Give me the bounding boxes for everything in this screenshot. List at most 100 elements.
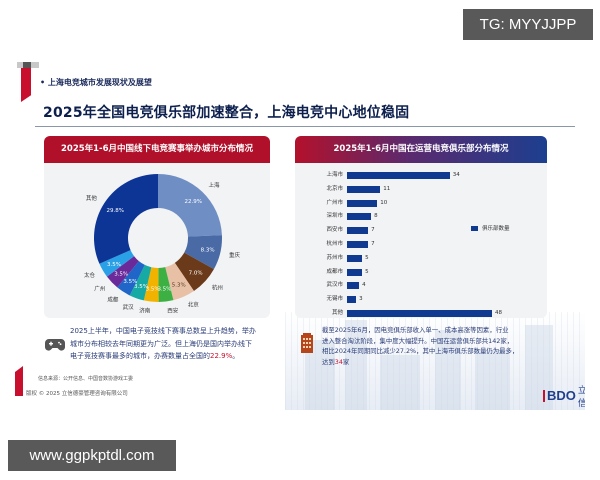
bar — [347, 310, 492, 317]
bar-value-label: 4 — [362, 282, 366, 289]
donut-slice — [158, 267, 174, 302]
bar-value-label: 10 — [380, 199, 388, 206]
bar — [347, 254, 363, 262]
note-text-segment: 。 — [232, 352, 240, 360]
donut-slice — [174, 252, 214, 291]
slice-category-label: 上海 — [208, 181, 220, 189]
bar-row: 北京市 11 — [295, 184, 547, 194]
bar — [347, 241, 369, 248]
bar — [347, 282, 360, 290]
donut-slice — [158, 174, 222, 237]
copyright: 版权 © 2025 立信德豪管理咨询有限公司 — [26, 391, 128, 397]
watermark-bottom-left: www.ggpkptdl.com — [8, 440, 176, 471]
city-skyline-background — [285, 312, 585, 410]
bar-value-label: 34 — [452, 172, 460, 178]
event-city-distribution-panel: 2025年1-6月中国线下电竞赛事举办城市分布情况 22.9% 上海 8.3% 重庆 7… — [44, 136, 270, 318]
bar — [347, 199, 378, 207]
bar-row: 其他 48 — [295, 308, 547, 318]
slide: • 上海电竞城市发展现状及展望 2025年全国电竞俱乐部加速整合，上海电竞中心地… — [15, 62, 585, 410]
chart-legend: 俱乐部数量 — [471, 224, 510, 232]
top-tab-mark — [23, 62, 31, 68]
bottom-red-flag — [15, 366, 23, 396]
logo-cn-text: 立信 — [577, 386, 585, 409]
slice-value-label: 5.3% — [172, 283, 186, 289]
note-line: 城市分布相较去年同期更为广泛。但上海仍是国内举办线下 — [70, 339, 252, 348]
panel-title: 2025年1-6月中国线下电竞赛事举办城市分布情况 — [44, 136, 270, 163]
bar — [347, 268, 363, 276]
slice-category-label: 成都 — [107, 295, 119, 303]
slice-category-label: 其他 — [86, 194, 98, 202]
donut-slice — [165, 262, 194, 301]
bar-value-label: 3 — [359, 296, 363, 303]
slice-category-label: 武汉 — [123, 303, 135, 311]
donut-slice — [94, 174, 158, 264]
bar-row: 无锡市 3 — [295, 294, 547, 304]
bar — [347, 172, 450, 179]
source-note: 信息来源：公开信息、中国音数协游戏工委 — [38, 376, 134, 382]
bar-category-label: 广州市 — [326, 199, 343, 206]
donut-svg: 22.9% 上海 8.3% 重庆 7.0% 杭州 5.3% 北京 3.5% 西安 3.5% 济南 3.5… — [84, 174, 241, 315]
logo-text: BDO — [543, 389, 576, 402]
bar-row: 深圳市 8 — [295, 211, 547, 221]
bar-category-label: 西安市 — [326, 227, 343, 234]
donut-slice — [99, 250, 135, 277]
donut-slice — [106, 256, 139, 288]
slice-value-label: 3.5% — [157, 287, 171, 293]
bar-category-label: 苏州市 — [326, 254, 343, 261]
slice-category-label: 北京 — [188, 301, 200, 309]
legend-label: 俱乐部数量 — [482, 226, 510, 232]
bar-category-label: 杭州市 — [326, 241, 343, 247]
bar-value-label: 5 — [365, 268, 369, 275]
slice-value-label: 3.5% — [123, 279, 137, 285]
bar-row: 苏州市 5 — [295, 253, 547, 263]
right-note-text: 截至2025年6月，因电竞俱乐部收入单一、成本高涨等因素，行业 进入整合淘汰阶段… — [322, 325, 567, 367]
bar-row: 广州市 10 — [295, 198, 547, 208]
bar-category-label: 成都市 — [326, 268, 343, 275]
note-text-segment: 达到 — [322, 357, 335, 366]
donut-slice — [117, 261, 145, 296]
slice-category-label: 广州 — [94, 285, 105, 293]
donut-chart: 22.9% 上海 8.3% 重庆 7.0% 杭州 5.3% 北京 3.5% 西安 3.5% 济南 3.5… — [68, 168, 248, 315]
slice-value-label: 8.3% — [201, 248, 215, 254]
slice-category-label: 济南 — [139, 307, 151, 313]
slice-category-label: 西安 — [167, 306, 179, 313]
club-distribution-panel: 2025年1-6月中国在运营电竞俱乐部分布情况 上海市 34 北京市 11 广州市 10 深… — [295, 136, 547, 318]
gamepad-icon — [45, 339, 65, 351]
donut-slice — [184, 235, 223, 270]
watermark-top-right: TG: MYYJJPP — [463, 9, 593, 40]
note-line: 达到34家 — [322, 357, 567, 368]
slice-category-label: 太仓 — [84, 271, 96, 279]
note-line: 进入整合淘汰阶段，集中度大幅提升。中国在运营俱乐部共142家， — [322, 336, 514, 345]
bar-category-label: 武汉市 — [326, 282, 343, 289]
donut-slice — [129, 264, 152, 301]
bar-value-label: 7 — [371, 227, 375, 234]
red-flag-decoration — [21, 68, 31, 102]
bar-value-label: 11 — [383, 185, 391, 192]
bar-chart: 上海市 34 北京市 11 广州市 10 深圳市 8 西安市 7 杭州市 7 苏州市 5 成都市 5 武汉市 4 无… — [295, 170, 547, 318]
slice-value-label: 29.8% — [107, 208, 124, 214]
bar-row: 武汉市 4 — [295, 280, 547, 290]
bar-category-label: 上海市 — [326, 172, 343, 178]
left-note-text: 2025上半年，中国电子竞技线下赛事总数呈上升趋势，举办 城市分布相较去年同期更… — [70, 325, 256, 363]
highlight-value: 22.9% — [210, 352, 233, 360]
bar-category-label: 北京市 — [326, 185, 343, 192]
bar — [347, 185, 381, 193]
panel-title: 2025年1-6月中国在运营电竞俱乐部分布情况 — [295, 136, 547, 163]
bar — [347, 227, 369, 235]
bar-row: 成都市 5 — [295, 267, 547, 277]
note-text-segment: 电子竞技赛事最多的城市，办赛数量占全国的 — [70, 352, 210, 360]
note-text-segment: 家 — [342, 357, 350, 366]
donut-slice — [143, 267, 159, 302]
bar-value-label: 7 — [371, 241, 375, 247]
bar-value-label: 5 — [365, 254, 369, 261]
note-line: 相比2024年同期同比减少27.2%，其中上海市俱乐部数量仍为最多， — [322, 347, 519, 355]
bar-row: 上海市 34 — [295, 170, 547, 180]
slice-value-label: 3.5% — [114, 271, 128, 277]
slice-value-label: 7.0% — [189, 270, 203, 276]
slice-value-label: 3.5% — [134, 284, 148, 290]
bar — [347, 213, 372, 221]
note-line: 截至2025年6月，因电竞俱乐部收入单一、成本高涨等因素，行业 — [322, 326, 509, 334]
bar-row: 西安市 7 — [295, 225, 547, 235]
bar — [347, 296, 357, 304]
bar-value-label: 8 — [374, 213, 378, 220]
